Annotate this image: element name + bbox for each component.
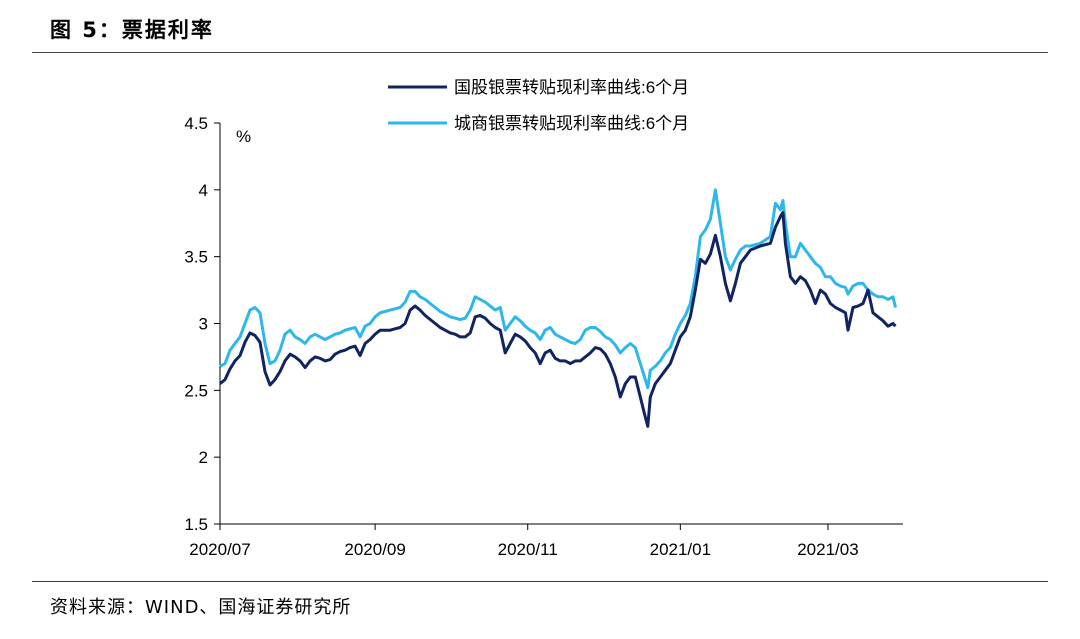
x-tick-label: 2020/07 bbox=[189, 540, 250, 559]
y-tick-label: 3 bbox=[199, 315, 208, 334]
y-tick-label: 1.5 bbox=[184, 515, 208, 534]
x-tick-label: 2020/11 bbox=[498, 540, 558, 559]
y-tick-label: 4 bbox=[199, 181, 208, 200]
y-tick-label: 3.5 bbox=[184, 248, 208, 267]
source-note: 资料来源：WIND、国海证券研究所 bbox=[50, 597, 352, 618]
x-tick-label: 2021/03 bbox=[797, 540, 858, 559]
chart-ticks: 1.5 2 2.5 3 3.5 4 4.5 2020/07 2020/09 2020/11 2021… bbox=[184, 114, 858, 559]
legend-label-1: 国股银票转贴现利率曲线:6个月 bbox=[454, 78, 689, 97]
series-line-1 bbox=[219, 211, 897, 428]
y-tick-label: 2 bbox=[199, 448, 208, 467]
legend-label-2: 城商银票转贴现利率曲线:6个月 bbox=[454, 114, 689, 133]
x-tick-label: 2020/09 bbox=[344, 540, 405, 559]
line-chart: 1.5 2 2.5 3 3.5 4 4.5 2020/07 2020/09 2020/11 2021… bbox=[184, 78, 903, 559]
x-tick-label: 2021/01 bbox=[650, 540, 711, 559]
y-tick-label: 2.5 bbox=[184, 381, 208, 400]
top-divider bbox=[32, 52, 1048, 53]
series-line-2 bbox=[219, 188, 897, 390]
bottom-divider bbox=[32, 581, 1048, 582]
y-tick-label: 4.5 bbox=[184, 114, 208, 133]
y-axis-unit: % bbox=[236, 127, 251, 146]
figure-title: 图 5：票据利率 bbox=[50, 18, 214, 42]
chart-axes bbox=[219, 123, 903, 525]
chart-series bbox=[219, 188, 897, 428]
